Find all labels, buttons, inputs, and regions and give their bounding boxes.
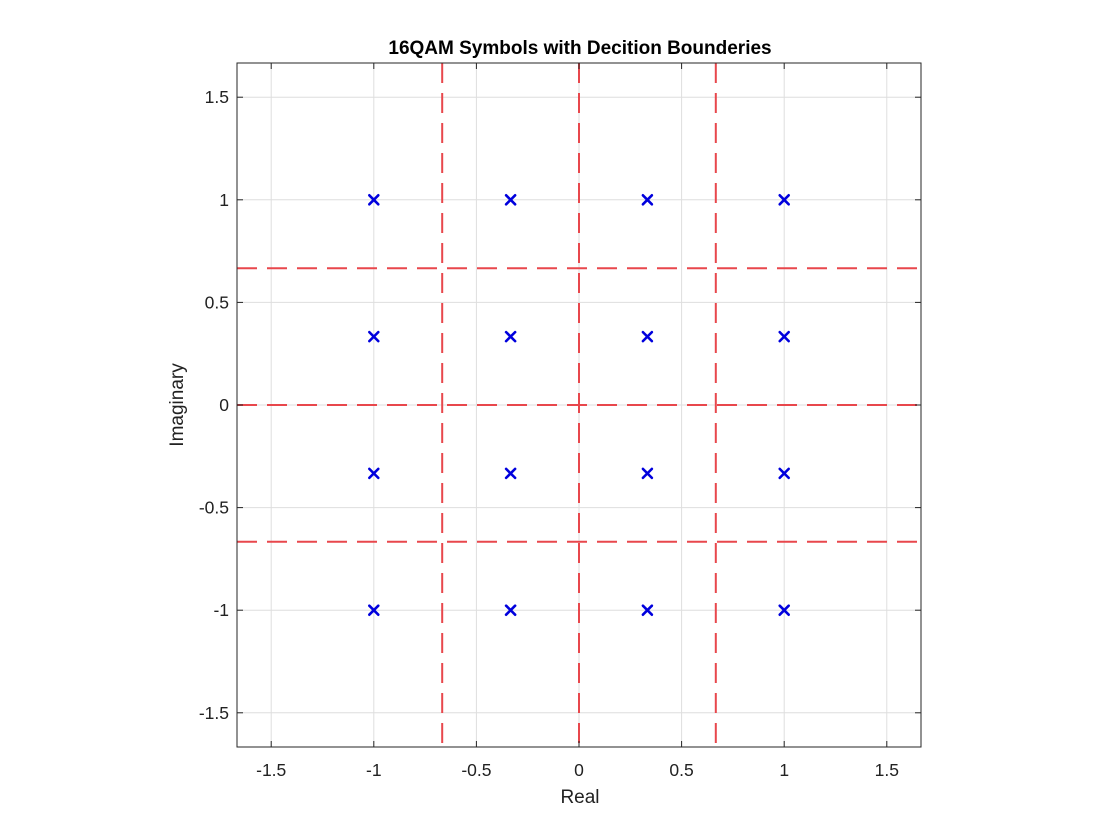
marker-stroke: [778, 467, 790, 480]
symbol-marker: [641, 194, 654, 206]
symbol-marker: [504, 604, 517, 616]
symbol-marker: [504, 330, 517, 343]
marker-stroke: [368, 604, 380, 616]
marker-stroke: [504, 330, 517, 343]
y-tick-label: -1.5: [199, 703, 229, 723]
symbol-marker: [778, 330, 790, 343]
axis-ticks: [237, 63, 921, 747]
marker-stroke: [368, 330, 380, 343]
y-axis-label: Imaginary: [167, 363, 188, 447]
marker-stroke: [641, 330, 654, 343]
symbol-marker: [778, 467, 790, 480]
y-tick-label: -0.5: [199, 498, 229, 518]
x-tick-label: -0.5: [461, 760, 491, 780]
symbol-marker: [504, 194, 517, 206]
symbol-marker: [641, 330, 654, 343]
x-tick-label: 0: [574, 760, 584, 780]
x-tick-label: 0.5: [669, 760, 693, 780]
marker-stroke: [504, 604, 517, 616]
y-tick-label: 1: [219, 190, 229, 210]
x-tick-label: 1: [779, 760, 789, 780]
marker-stroke: [641, 194, 654, 206]
marker-stroke: [778, 194, 790, 206]
symbol-marker: [641, 604, 654, 616]
x-tick-label: -1.5: [256, 760, 286, 780]
marker-stroke: [641, 604, 654, 616]
symbol-marker: [368, 330, 380, 343]
symbol-marker: [368, 467, 380, 480]
marker-stroke: [504, 467, 517, 480]
y-tick-label: 1.5: [205, 87, 229, 107]
symbol-markers: [368, 194, 790, 616]
symbol-marker: [641, 467, 654, 480]
symbol-marker: [778, 194, 790, 206]
symbol-marker: [368, 604, 380, 616]
y-tick-label: -1: [213, 600, 229, 620]
chart-title: 16QAM Symbols with Decition Bounderies: [388, 38, 771, 59]
x-tick-label: -1: [366, 760, 382, 780]
x-tick-label: 1.5: [875, 760, 899, 780]
decision-boundaries: [237, 63, 921, 747]
marker-stroke: [368, 467, 380, 480]
y-tick-label: 0: [219, 395, 229, 415]
symbol-marker: [778, 604, 790, 616]
marker-stroke: [778, 330, 790, 343]
y-tick-label: 0.5: [205, 292, 229, 312]
marker-stroke: [641, 467, 654, 480]
x-tick-labels: -1.5 -1 -0.5 0 0.5 1 1.5: [256, 760, 899, 780]
marker-stroke: [368, 194, 380, 206]
y-tick-labels: -1.5 -1 -0.5 0 0.5 1 1.5: [199, 87, 229, 723]
marker-stroke: [778, 604, 790, 616]
symbol-marker: [368, 194, 380, 206]
x-axis-label: Real: [560, 787, 599, 808]
marker-stroke: [504, 194, 517, 206]
symbol-marker: [504, 467, 517, 480]
